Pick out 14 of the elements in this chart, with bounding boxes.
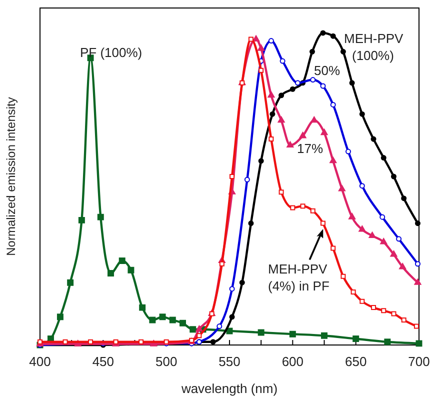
- x-tick-label: 700: [408, 354, 430, 370]
- x-tick-label: 450: [92, 354, 114, 370]
- x-tick-label: 650: [344, 354, 367, 370]
- annotation: MEH-PPV (4%) in PF: [268, 261, 330, 294]
- x-tick-label: 500: [155, 354, 178, 370]
- x-axis-title: wavelength (nm): [180, 381, 278, 396]
- x-tick-label: 400: [29, 354, 51, 370]
- series-label: PF (100%): [80, 45, 142, 60]
- series-label: 17%: [297, 141, 324, 156]
- series-label: MEH-PPV (100%): [344, 31, 404, 63]
- x-tick-label: 600: [282, 354, 304, 370]
- x-tick-label: 550: [218, 354, 240, 370]
- y-axis-title: Normalized emission intensity: [4, 97, 18, 256]
- series-label: 50%: [314, 63, 340, 78]
